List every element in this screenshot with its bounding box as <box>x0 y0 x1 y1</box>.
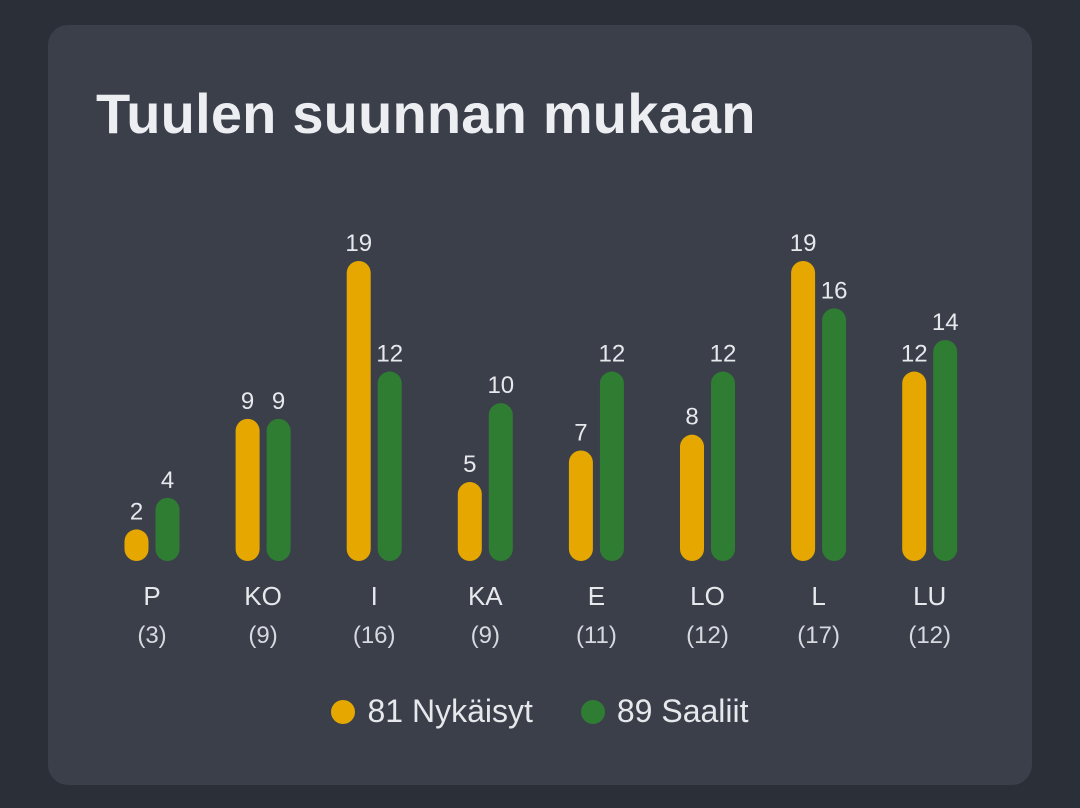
category-count-lo: (12) <box>686 622 729 649</box>
value-label-saaliit-lo: 12 <box>710 341 737 368</box>
category-label-ko: KO <box>244 581 282 611</box>
category-count-ko: (9) <box>248 622 277 649</box>
chart-card: Tuulen suunnan mukaan 2 4 P (3) 9 9 KO (9) 19 12 I… <box>48 25 1032 785</box>
category-label-i: I <box>371 581 378 611</box>
bar-nykaisyt-ka <box>457 482 482 561</box>
bar-nykaisyt-ko <box>235 418 260 561</box>
value-label-saaliit-e: 12 <box>599 341 626 368</box>
category-count-ka: (9) <box>471 622 500 649</box>
bar-chart: 24 P (3) 9 9 KO (9) 19 12 I (16) 5 10 KA (9) 7 12 E (11) 8 1… <box>124 230 959 649</box>
legend-dot-saaliit <box>580 699 605 724</box>
value-label-saaliit-ka: 10 <box>487 372 514 399</box>
bar-saaliit-ka <box>488 403 513 561</box>
category-count-p: (3) <box>137 622 166 649</box>
value-label-nykaisyt-e: 7 <box>574 419 587 446</box>
category-label-ka: KA <box>468 581 503 611</box>
bar-nykaisyt-p <box>124 529 149 561</box>
bar-nykaisyt-e <box>568 450 593 561</box>
category-count-e: (11) <box>576 622 617 649</box>
legend-item-saaliit[interactable]: 89 Saaliit <box>580 693 749 730</box>
category-count-lu: (12) <box>908 622 951 649</box>
bar-saaliit-i <box>377 371 402 561</box>
category-label-l: L <box>811 581 825 611</box>
category-label-lo: LO <box>690 581 725 611</box>
legend: 81 Nykäisyt 89 Saaliit <box>48 693 1032 730</box>
bar-nykaisyt-lo <box>680 434 704 561</box>
value-label-saaliit-ko: 9 <box>272 388 285 415</box>
value-label-saaliit-lu: 14 <box>932 309 959 336</box>
category-count-l: (17) <box>797 622 840 649</box>
value-label-nykaisyt-l: 19 <box>790 230 817 257</box>
value-label-nykaisyt-ko: 9 <box>241 388 254 415</box>
category-count-i: (16) <box>353 622 396 649</box>
value-label-nykaisyt-i: 19 <box>345 230 372 257</box>
value-label-nykaisyt-p: 2 <box>130 498 143 525</box>
value-label-saaliit-l: 16 <box>821 277 848 304</box>
bar-saaliit-e <box>599 371 624 561</box>
bar-saaliit-p <box>155 497 180 561</box>
bar-nykaisyt-lu <box>902 371 927 561</box>
bar-nykaisyt-l <box>791 261 816 561</box>
bar-saaliit-lo <box>711 371 735 561</box>
value-label-saaliit-i: 12 <box>376 341 403 368</box>
category-label-lu: LU <box>913 581 946 611</box>
category-label-p: P <box>143 581 160 611</box>
legend-item-nykaisyt[interactable]: 81 Nykäisyt <box>331 693 533 730</box>
value-label-nykaisyt-lu: 12 <box>901 341 928 368</box>
chart-title: Tuulen suunnan mukaan <box>96 82 756 145</box>
bar-saaliit-lu <box>933 339 958 561</box>
legend-label-nykaisyt: 81 Nykäisyt <box>367 693 533 729</box>
legend-label-saaliit: 89 Saaliit <box>616 693 749 729</box>
bar-saaliit-ko <box>266 418 291 561</box>
value-label-nykaisyt-ka: 5 <box>463 451 476 478</box>
bar-saaliit-l <box>822 308 847 561</box>
value-label-saaliit-p: 4 <box>161 467 174 494</box>
category-label-e: E <box>588 581 605 611</box>
bar-nykaisyt-i <box>346 261 371 561</box>
legend-dot-nykaisyt <box>331 699 356 724</box>
value-label-nykaisyt-lo: 8 <box>685 404 698 431</box>
